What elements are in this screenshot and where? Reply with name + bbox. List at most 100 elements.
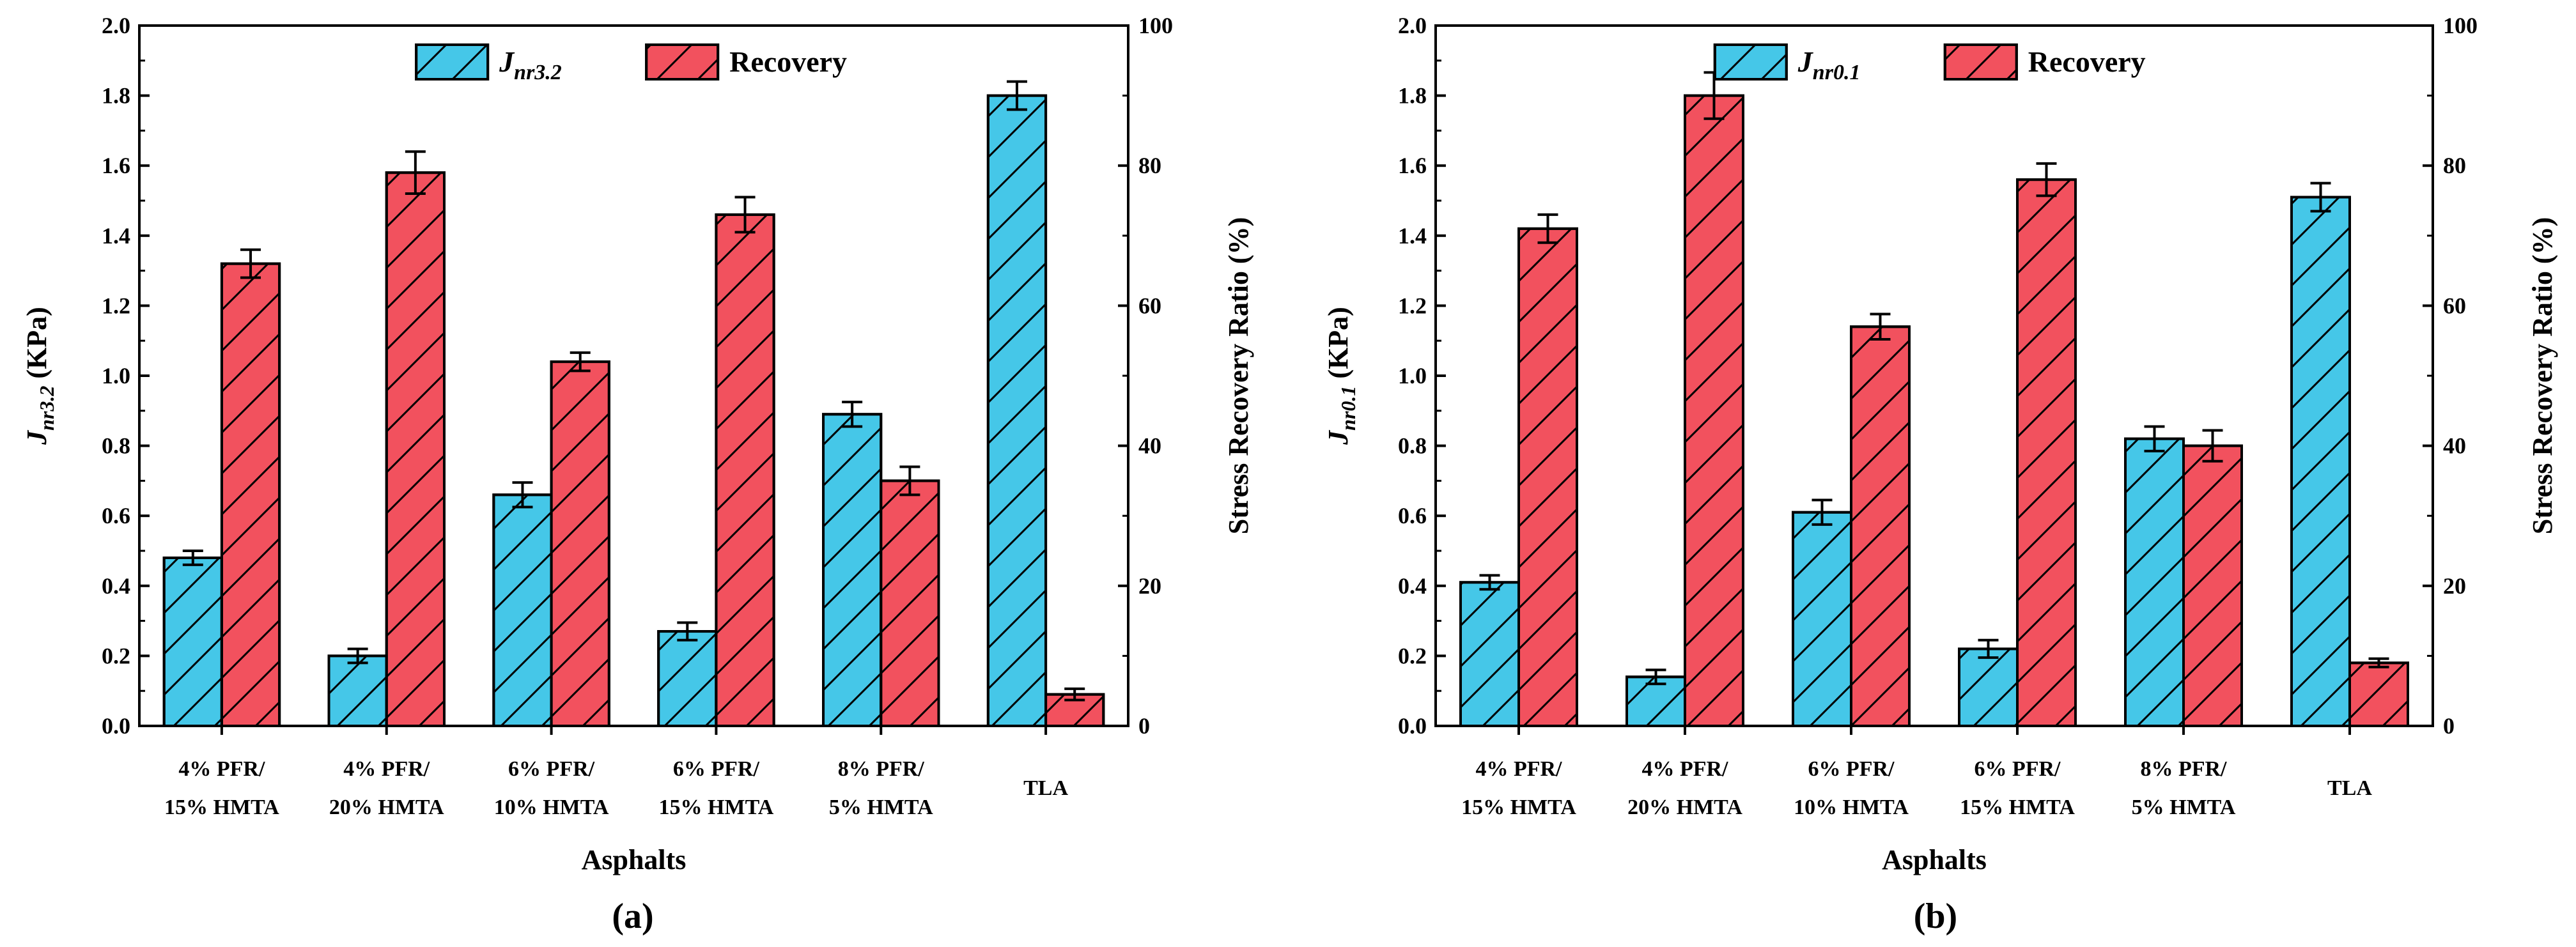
y2-tick-label: 100 (2443, 13, 2478, 38)
legend-label: Jnr3.2 (499, 45, 562, 84)
y-axis-title-main: J (1323, 429, 1354, 445)
legend-swatch-hatch (1713, 43, 1788, 81)
legend-label-main: J (1797, 45, 1814, 78)
legend-label: Jnr0.1 (1797, 45, 1861, 84)
x-tick-label: 10% HMTA (1794, 796, 1909, 819)
x-tick-label: 15% HMTA (1960, 796, 2075, 819)
legend-swatch-hatch (415, 43, 490, 81)
y-tick-label: 1.4 (102, 223, 130, 249)
y-axis-title: Jnr3.2 (KPa) (21, 307, 58, 445)
y-tick-label: 0.8 (1398, 433, 1427, 459)
bar-j-hatch (1792, 511, 1852, 727)
y-tick-label: 2.0 (102, 13, 130, 38)
y-tick-label: 0.4 (1398, 573, 1427, 599)
y2-tick-label: 20 (1138, 573, 1161, 599)
y2-tick-label: 40 (1138, 433, 1161, 459)
legend-label-main: Recovery (729, 45, 847, 78)
bar-j-hatch (1958, 647, 2019, 727)
y-axis-title-unit: (KPa) (1323, 307, 1354, 385)
x-tick-label: 4% PFR/ (343, 757, 430, 781)
y2-axis-title: Stress Recovery Ratio (%) (2527, 217, 2558, 534)
y2-tick-label: 100 (1138, 13, 1173, 38)
x-tick-label: TLA (2327, 776, 2372, 800)
bar-recovery-hatch (2016, 178, 2077, 727)
y-tick-label: 0.0 (102, 713, 130, 739)
y-tick-label: 1.0 (102, 363, 130, 389)
legend-label-sub: nr3.2 (514, 61, 562, 84)
x-tick-label: 8% PFR/ (838, 757, 925, 781)
bar-recovery-hatch (1850, 325, 1911, 727)
chart-panel-b: 0.0 0.2 0.4 0.6 0.8 1.0 1.2 1.4 1.6 1.8 2.0 0 20 40 60… (1323, 13, 2558, 936)
bar-recovery-hatch (220, 262, 281, 727)
y2-axis-title: Stress Recovery Ratio (%) (1223, 217, 1254, 534)
panel-label: (b) (1914, 897, 1957, 936)
x-tick-label: 5% HMTA (829, 796, 933, 819)
bar-recovery-hatch (1517, 227, 1578, 727)
y2-tick-label: 20 (2443, 573, 2466, 599)
legend-swatch-hatch (1943, 43, 2018, 81)
y-tick-label: 0.4 (102, 573, 130, 599)
y-tick-label: 0.8 (102, 433, 130, 459)
bar-j-hatch (986, 94, 1048, 728)
legend-label-main: Recovery (2028, 45, 2146, 78)
bar-j-hatch (162, 556, 223, 728)
y-tick-label: 2.0 (1398, 13, 1427, 38)
legend-swatch-hatch (645, 43, 720, 81)
bar-j-hatch (2290, 196, 2351, 727)
y-tick-label: 0.6 (102, 503, 130, 528)
y-axis-title-main: J (21, 429, 52, 445)
y-tick-label: 1.8 (102, 83, 130, 109)
x-tick-label: 5% HMTA (2132, 796, 2236, 819)
bar-recovery-hatch (550, 360, 610, 727)
chart-panel-a: 0.0 0.2 0.4 0.6 0.8 1.0 1.2 1.4 1.6 1.8 2.0 0 20 40 60… (21, 13, 1254, 936)
bar-recovery-hatch (2182, 444, 2243, 727)
bar-recovery-hatch (385, 171, 446, 728)
y2-tick-label: 60 (1138, 293, 1161, 318)
x-tick-label: 6% PFR/ (673, 757, 760, 781)
bar-j-hatch (1459, 581, 1520, 727)
bar-j-hatch (2124, 437, 2185, 727)
x-tick-label: 4% PFR/ (178, 757, 265, 781)
x-tick-label: 6% PFR/ (1974, 757, 2061, 781)
x-tick-label: 8% PFR/ (2140, 757, 2227, 781)
y2-tick-label: 60 (2443, 293, 2466, 318)
bar-recovery-hatch (1684, 94, 1744, 728)
y-tick-label: 1.0 (1398, 363, 1427, 389)
bar-j-hatch (657, 630, 718, 727)
x-tick-label: 4% PFR/ (1641, 757, 1728, 781)
bar-j-hatch (327, 654, 388, 728)
plot-frame (138, 24, 1129, 727)
y-tick-label: 1.6 (1398, 153, 1427, 178)
x-tick-label: 15% HMTA (164, 796, 279, 819)
y2-tick-label: 0 (2443, 713, 2455, 739)
x-tick-label: 15% HMTA (1461, 796, 1576, 819)
x-tick-label: 6% PFR/ (508, 757, 595, 781)
y2-tick-label: 40 (2443, 433, 2466, 459)
legend-label-main: J (499, 45, 515, 78)
bar-recovery-hatch (880, 479, 940, 728)
y-tick-label: 1.2 (102, 293, 130, 318)
bar-recovery-hatch (715, 213, 775, 728)
y-axis-title: Jnr0.1 (KPa) (1323, 307, 1360, 445)
bar-j-hatch (822, 413, 883, 728)
bar-recovery-hatch (2348, 661, 2409, 727)
x-tick-label: 6% PFR/ (1808, 757, 1895, 781)
y-axis-title-sub: nr3.2 (35, 386, 58, 431)
x-axis-title: Asphalts (582, 844, 687, 875)
x-tick-label: 15% HMTA (659, 796, 774, 819)
x-tick-label: 20% HMTA (329, 796, 444, 819)
bar-j-hatch (492, 493, 553, 727)
x-axis-title: Asphalts (1882, 844, 1987, 875)
y-axis-title-sub: nr0.1 (1337, 386, 1360, 431)
y-tick-label: 0.0 (1398, 713, 1427, 739)
x-tick-label: 10% HMTA (494, 796, 609, 819)
y2-tick-label: 0 (1138, 713, 1150, 739)
legend-label: Recovery (2028, 45, 2146, 78)
y-tick-label: 1.6 (102, 153, 130, 178)
x-tick-label: 4% PFR/ (1475, 757, 1562, 781)
x-tick-label: TLA (1023, 776, 1068, 800)
y-tick-label: 1.4 (1398, 223, 1427, 249)
y-tick-label: 0.6 (1398, 503, 1427, 528)
